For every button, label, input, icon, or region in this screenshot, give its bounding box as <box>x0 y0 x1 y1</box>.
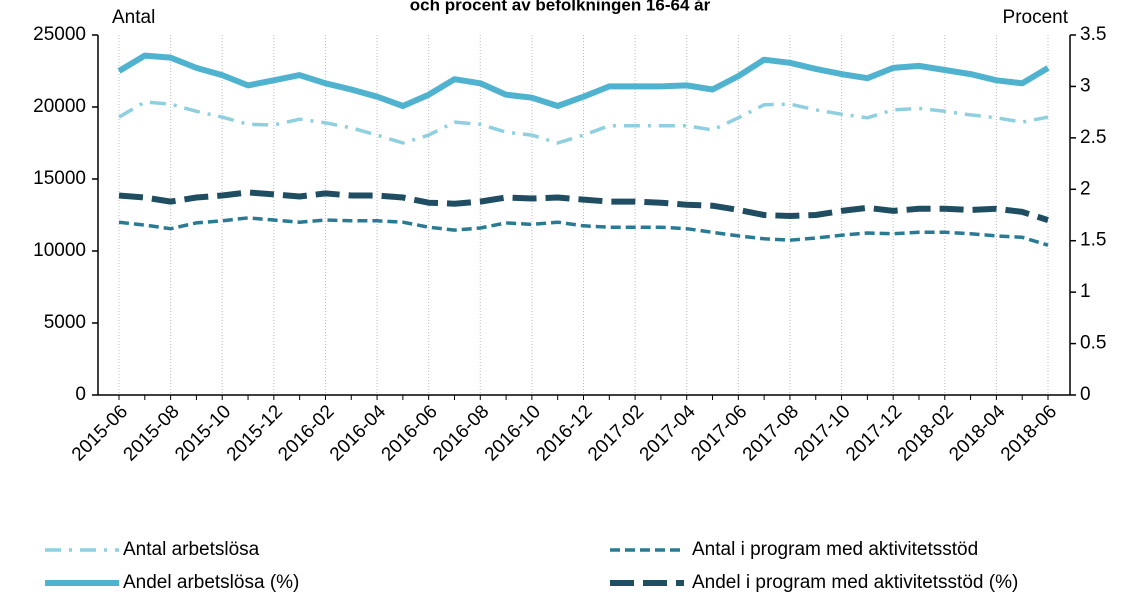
series-line <box>117 52 1050 109</box>
y-tick-label: 0 <box>75 384 86 405</box>
series-line <box>118 189 1049 223</box>
y2-tick-label: 2.5 <box>1080 127 1106 148</box>
x-tick-label: 2017-10 <box>790 401 854 465</box>
x-tick-label: 2017-04 <box>636 401 700 465</box>
x-tick-label: 2017-12 <box>842 401 906 465</box>
x-tick-label: 2016-10 <box>481 401 545 465</box>
x-tick-label: 2018-04 <box>945 401 1009 465</box>
y2-tick-label: 2 <box>1080 178 1091 199</box>
y2-axis-label: Procent <box>1003 7 1069 28</box>
series-line <box>118 216 1049 247</box>
y-tick-label: 15000 <box>33 168 86 189</box>
x-tick-label: 2015-06 <box>68 401 132 465</box>
legend-label: Antal i program med aktivitetsstöd <box>692 539 978 560</box>
y2-tick-label: 1 <box>1080 281 1091 302</box>
x-tick-label: 2015-08 <box>120 401 184 465</box>
y2-tick-label: 0 <box>1080 384 1091 405</box>
y-tick-label: 5000 <box>44 312 86 333</box>
x-tick-label: 2016-08 <box>429 401 493 465</box>
legend-label: Andel i program med aktivitetsstöd (%) <box>692 572 1018 593</box>
y2-tick-label: 1.5 <box>1080 230 1106 251</box>
y2-tick-label: 3.5 <box>1080 24 1106 45</box>
y-axis-label: Antal <box>112 7 155 28</box>
x-tick-label: 2017-06 <box>687 401 751 465</box>
legend-label: Andel arbetslösa (%) <box>123 572 299 593</box>
chart-title: och procent av befolkningen 16-64 år <box>410 0 711 14</box>
y-tick-label: 25000 <box>33 24 86 45</box>
x-tick-label: 2018-02 <box>894 401 958 465</box>
legend-label: Antal arbetslösa <box>123 539 260 560</box>
y-tick-label: 10000 <box>33 240 86 261</box>
x-tick-label: 2017-08 <box>739 401 803 465</box>
y2-tick-label: 3 <box>1080 75 1091 96</box>
x-tick-label: 2018-06 <box>997 401 1061 465</box>
y-tick-label: 20000 <box>33 96 86 117</box>
x-tick-label: 2015-12 <box>223 401 287 465</box>
x-tick-label: 2016-06 <box>378 401 442 465</box>
y2-tick-label: 0.5 <box>1080 333 1106 354</box>
x-tick-label: 2017-02 <box>584 401 648 465</box>
x-tick-label: 2016-04 <box>326 401 390 465</box>
x-tick-label: 2016-02 <box>274 401 338 465</box>
x-tick-label: 2015-10 <box>171 401 235 465</box>
x-tick-label: 2016-12 <box>532 401 596 465</box>
